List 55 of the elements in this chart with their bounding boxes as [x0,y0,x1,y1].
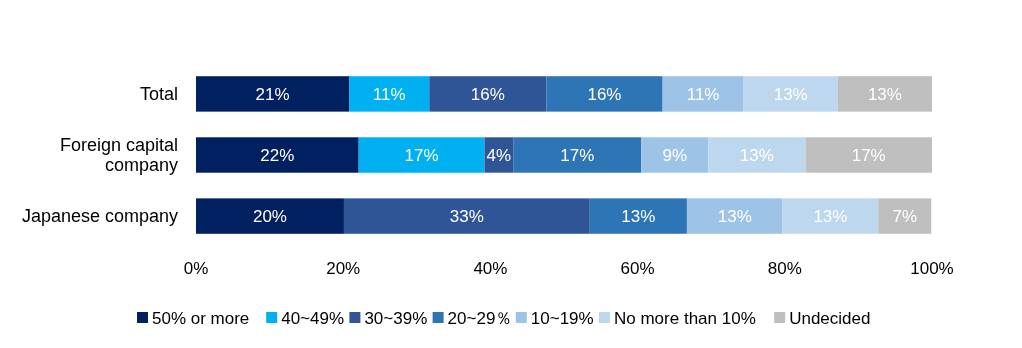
legend-label: 30~39% [364,308,428,328]
y-tick-label: Foreign capital company [59,135,178,176]
data-label: 21% [255,84,290,104]
data-label: 17% [404,145,439,165]
bar [662,76,744,112]
bar [708,137,806,173]
bar [782,198,879,234]
data-label: 13% [739,145,774,165]
bar [589,198,687,234]
legend-label: 20~29％ [447,308,513,328]
data-label: 33% [449,207,484,227]
bar [196,198,344,234]
bar [641,137,709,173]
bar [743,76,838,112]
data-label: 20% [252,207,287,227]
data-label: 11% [372,84,406,104]
data-label: 22% [260,145,295,165]
data-label: 13% [867,84,902,104]
x-tick-label: 60% [620,259,655,278]
data-label: 13% [621,207,656,227]
bar [196,137,359,173]
bar [358,137,485,173]
legend-label: 50% or more [152,308,250,328]
data-label: 7% [892,207,918,227]
x-tick-label: 20% [326,259,361,278]
data-label: 9% [662,145,688,165]
data-label: 11% [686,84,720,104]
data-label: 13% [717,207,752,227]
bar [196,76,350,112]
data-label: 13% [813,207,848,227]
legend-label: 40~49% [281,308,345,328]
legend-label: 10~19% [530,308,594,328]
x-tick-label: 40% [473,259,508,278]
bar [343,198,590,234]
bar [429,76,547,112]
data-label: 4% [486,145,512,165]
data-label: 16% [587,84,622,104]
bar [686,198,783,234]
bar [349,76,430,112]
legend-label: Undecided [789,308,871,328]
legend-label: No more than 10% [614,308,756,328]
x-tick-label: 100% [910,259,954,278]
bar [837,76,932,112]
y-tick-label: Japanese company [21,206,178,227]
x-tick-label: 0% [183,259,209,278]
bar [546,76,663,112]
y-tick-label: Total [139,84,178,105]
bar [805,137,932,173]
data-label: 17% [851,145,886,165]
x-tick-label: 80% [767,259,802,278]
bar [878,198,932,234]
data-label: 16% [470,84,505,104]
data-label: 13% [773,84,808,104]
data-label: 17% [560,145,595,165]
bar [513,137,642,173]
